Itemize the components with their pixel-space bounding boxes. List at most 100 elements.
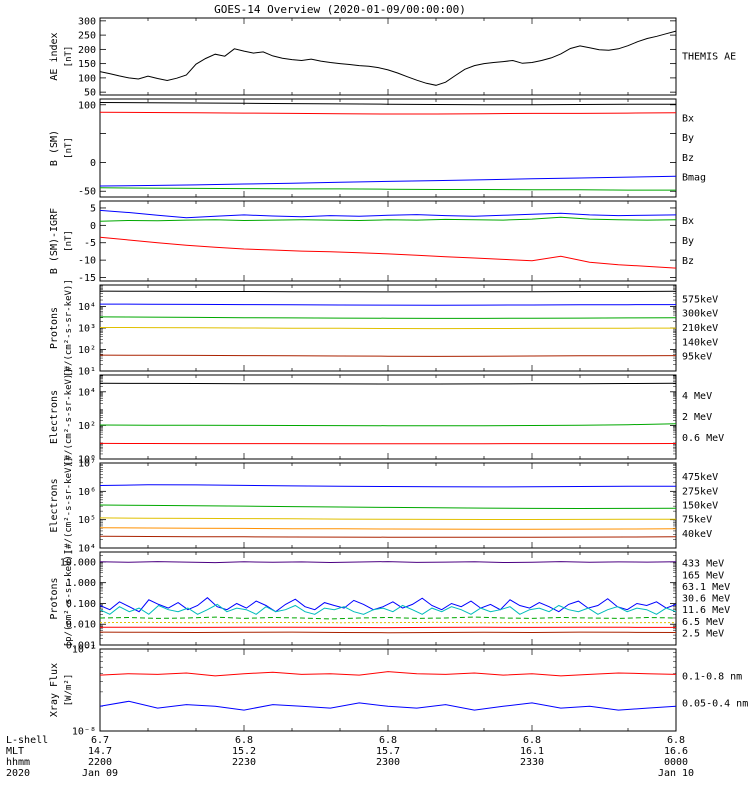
xaxis-tick-value: 15.7: [376, 746, 400, 757]
y-tick-label: 0: [90, 158, 96, 169]
y-axis-units: [#/(cm²-s-sr-keV)]: [64, 368, 74, 466]
series-40kev: [99, 484, 677, 488]
series-2.5-mev: [99, 561, 677, 564]
y-tick-label: 10⁴: [78, 302, 96, 313]
legend-label-bx: Bx: [682, 216, 694, 227]
legend-label-4-mev: 4 MeV: [682, 391, 712, 402]
y-tick-label: 10⁴: [78, 544, 96, 555]
legend-label-themis-ae: THEMIS AE: [682, 52, 736, 63]
xaxis-tick-value: 2300: [376, 757, 400, 768]
legend-label-40kev: 40keV: [682, 529, 712, 540]
y-axis-units: [nT]: [64, 46, 74, 68]
legend-label-75kev: 75keV: [682, 515, 712, 526]
xaxis-tick-value: 14.7: [88, 746, 112, 757]
xaxis-tick-value: Jan 10: [658, 768, 694, 779]
y-axis-title: Protons: [49, 577, 60, 619]
xaxis-tick-value: Jan 09: [82, 768, 118, 779]
xaxis-tick-value: 2230: [232, 757, 256, 768]
legend-label-275kev: 275keV: [682, 486, 718, 497]
y-axis-title: B (SM)-IGRF: [49, 208, 60, 274]
y-tick-label: 50: [84, 88, 96, 99]
y-axis-units: [W/m²]: [64, 674, 74, 707]
y-axis-units: [p/(cm²-s-sr-keV)]: [64, 550, 74, 648]
xaxis-tick-value: 6.8: [235, 735, 253, 746]
y-axis-title: Electrons: [49, 478, 60, 532]
legend-label-2-mev: 2 MeV: [682, 412, 712, 423]
xaxis-tick-value: 2330: [520, 757, 544, 768]
panel-xray-flux: 10⁻⁷ 10⁻⁸ 0.1-0.8 nm 0.05-0.4 nm Xray Flux [W…: [49, 645, 748, 738]
legend-label-95kev: 95keV: [682, 352, 712, 363]
y-axis-units: [#/(cm²-s-sr-keV)]: [64, 279, 74, 377]
series-2-mev: [99, 423, 677, 427]
legend-label-2.5-mev: 2.5 MeV: [682, 628, 724, 639]
series-150kev: [99, 504, 677, 510]
y-tick-label: 0.001: [66, 641, 96, 652]
legend-label-by: By: [682, 236, 694, 247]
legend-label-11.6-mev: 11.6 MeV: [682, 605, 730, 616]
y-tick-label: 10⁵: [78, 515, 96, 526]
panel-border: [99, 200, 677, 282]
series-11.6-mev: [99, 603, 677, 615]
xaxis-tick-value: 16.1: [520, 746, 544, 757]
panel-ae-index: 300 250 200 150 100 50 THEMIS AE AE index [nT]: [49, 16, 736, 98]
xaxis-tick-value: 6.7: [91, 735, 109, 746]
y-tick-label: 10²: [78, 345, 96, 356]
y-tick-label: 100: [78, 100, 96, 111]
series-0.1-0.8-nm: [99, 671, 677, 677]
y-tick-label: 10¹: [78, 367, 96, 378]
legend-label-bz: Bz: [682, 256, 694, 267]
y-tick-label: 5: [90, 203, 96, 214]
panel-border: [99, 551, 677, 646]
y-tick-label: 0.010: [66, 620, 96, 631]
legend-label-6.5-mev: 6.5 MeV: [682, 617, 724, 628]
xaxis-tick-value: 16.6: [664, 746, 688, 757]
legend-label-bz: Bz: [682, 153, 694, 164]
xaxis-tick-value: 6.8: [379, 735, 397, 746]
series-themis-ae: [99, 30, 677, 86]
y-tick-label: -10: [78, 256, 96, 267]
y-tick-label: 10³: [78, 324, 96, 335]
series-275kev: [99, 527, 677, 530]
y-axis-units: [nT]: [64, 137, 74, 159]
y-axis-title: AE index: [49, 32, 60, 80]
panel-border: [99, 17, 677, 96]
panel-border: [99, 374, 677, 460]
y-tick-label: 0.100: [66, 599, 96, 610]
legend-label-0.1-0.8-nm: 0.1-0.8 nm: [682, 671, 742, 682]
series-by: [99, 216, 677, 222]
y-axis-units: [nT]: [64, 230, 74, 252]
y-axis-title: Protons: [49, 307, 60, 349]
legend-label-bmag: Bmag: [682, 172, 706, 183]
legend-label-575kev: 575keV: [682, 294, 718, 305]
y-tick-label: 150: [78, 59, 96, 70]
y-tick-label: -50: [78, 187, 96, 198]
y-tick-label: 1.000: [66, 578, 96, 589]
y-axis-title: B (SM): [49, 130, 60, 166]
y-tick-label: -5: [84, 238, 96, 249]
panel-electrons-kev: 10⁷ 10⁶ 10⁵ 10⁴ 475keV 275keV 150keV 75keV 40keV…: [49, 457, 718, 555]
panel-b-sm: 100 0 -50 Bx By Bz Bmag B (SM) [nT]: [49, 98, 706, 198]
legend-label-0.6-mev: 0.6 MeV: [682, 433, 724, 444]
panel-b-sm-igrf: 5 0 -5 -10 -15 Bx By Bz B (SM)-IGRF [nT]: [49, 200, 694, 284]
y-tick-label: 10⁶: [78, 487, 96, 498]
y-tick-label: 10⁻⁸: [72, 727, 96, 738]
y-tick-label: 100: [78, 73, 96, 84]
series-0.6-mev: [99, 382, 677, 385]
series-30.6-mev: [99, 616, 677, 620]
y-tick-label: 10.000: [60, 557, 96, 568]
y-tick-label: 200: [78, 45, 96, 56]
y-tick-label: 10²: [78, 421, 96, 432]
legend-label-30.6-mev: 30.6 MeV: [682, 594, 730, 605]
series-by: [99, 187, 676, 191]
legend-label-165-mev: 165 MeV: [682, 570, 724, 581]
series-575kev: [99, 354, 677, 357]
series-140kev: [99, 303, 677, 306]
xaxis-tick-value: 15.2: [232, 746, 256, 757]
y-tick-label: 10⁻⁷: [72, 645, 96, 656]
legend-label-433-mev: 433 MeV: [682, 559, 724, 570]
legend-label-bx: Bx: [682, 114, 694, 125]
series-95kev: [99, 290, 677, 293]
series-300kev: [99, 327, 677, 330]
panel-electrons-mev: 10⁴ 10² 10⁰ 4 MeV 2 MeV 0.6 MeV Electrons [#/(c…: [49, 368, 724, 466]
